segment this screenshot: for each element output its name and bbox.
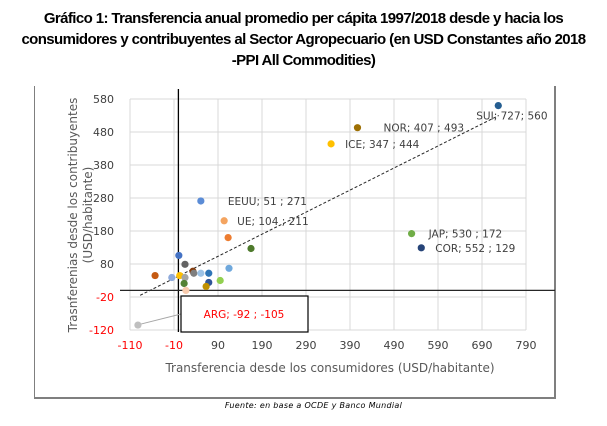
title-line-1: Gráfico 1: Transferencia anual promedio …	[43, 10, 564, 27]
x-tick-label: -10	[165, 339, 183, 352]
data-point	[168, 273, 176, 282]
callout-leader-line	[140, 313, 182, 325]
data-label-nor: NOR; 407 ; 493	[383, 123, 464, 135]
arg-callout: ARG; -92 ; -105	[140, 295, 309, 333]
y-axis-title-line-2: (USD/habitante)	[81, 167, 95, 264]
reference-lines	[120, 89, 555, 332]
trendline-group	[139, 115, 499, 296]
data-label-jap: JAP; 530 ; 172	[428, 229, 503, 241]
data-point	[182, 286, 190, 294]
data-point	[181, 273, 189, 282]
data-point	[175, 251, 183, 260]
x-tick-label: -110	[118, 339, 143, 352]
data-point	[247, 244, 255, 253]
chart-frame-bottom	[34, 397, 556, 399]
data-point	[190, 269, 198, 277]
data-point-jap	[408, 230, 416, 238]
data-point	[225, 264, 233, 272]
data-point-nor	[353, 124, 362, 132]
data-point-eeuu	[197, 197, 205, 205]
x-tick-label: 390	[340, 339, 361, 352]
callout-label-arg: ARG; -92 ; -105	[204, 309, 285, 321]
y-axis-title-line-1: Trasnferenias desde los contribuyentes	[66, 98, 80, 334]
data-point	[197, 269, 205, 277]
data-label-sui: SUI; 727; 560	[476, 111, 547, 123]
x-axis-title: Transferencia desde los consumidores (US…	[164, 361, 494, 375]
data-point-ue	[220, 217, 228, 225]
data-point	[205, 269, 213, 277]
data-label-eeuu: EEUU; 51 ; 271	[228, 196, 307, 208]
chart-frame-right	[554, 86, 556, 398]
data-point-sui	[494, 102, 502, 110]
trendline	[139, 115, 499, 296]
data-labels: SUI; 727; 560 NOR; 407 ; 493 ICE; 347 ; 44…	[228, 111, 548, 255]
data-point-arg	[134, 321, 142, 329]
y-tick-label: -120	[89, 324, 114, 337]
x-tick-label: 490	[384, 339, 405, 352]
callout-box	[180, 295, 309, 333]
y-tick-label: 380	[93, 159, 114, 172]
tick-labels: -110 -10 90 190 290 390 490 590 690 790 580 480 380 2…	[89, 93, 536, 352]
title-line-2: consumidores y contribuyentes al Sector …	[21, 31, 586, 48]
chart-frame-left	[34, 86, 35, 398]
y-tick-label: 480	[93, 126, 114, 139]
data-point	[202, 282, 210, 291]
y-tick-label: 80	[100, 258, 114, 271]
data-point	[151, 271, 159, 280]
x-tick-label: 290	[296, 339, 317, 352]
data-point	[224, 234, 232, 242]
data-point-ice	[327, 140, 335, 148]
y-tick-label: 580	[93, 93, 114, 106]
y-tick-label: 280	[93, 192, 114, 205]
data-point	[216, 276, 224, 285]
data-point	[181, 260, 189, 268]
x-tick-label: 190	[252, 339, 273, 352]
source-note: Fuente: en base a OCDE y Banco Mundial	[224, 401, 403, 410]
x-tick-label: 90	[211, 339, 225, 352]
title-line-3: -PPI All Commodities)	[231, 52, 376, 69]
data-point-cor	[417, 244, 425, 252]
y-tick-label: 180	[93, 225, 114, 238]
x-tick-label: 590	[428, 339, 449, 352]
data-label-ice: ICE; 347 ; 444	[345, 139, 420, 151]
data-points	[134, 102, 502, 329]
data-label-cor: COR; 552 ; 129	[435, 243, 515, 255]
x-tick-label: 790	[516, 339, 537, 352]
data-label-ue: UE; 104 ; 211	[237, 216, 309, 228]
x-tick-label: 690	[472, 339, 493, 352]
data-point	[180, 279, 188, 288]
y-tick-label: -20	[96, 291, 114, 304]
chart-title: Gráfico 1: Transferencia anual promedio …	[0, 8, 607, 71]
gridlines	[129, 98, 527, 331]
